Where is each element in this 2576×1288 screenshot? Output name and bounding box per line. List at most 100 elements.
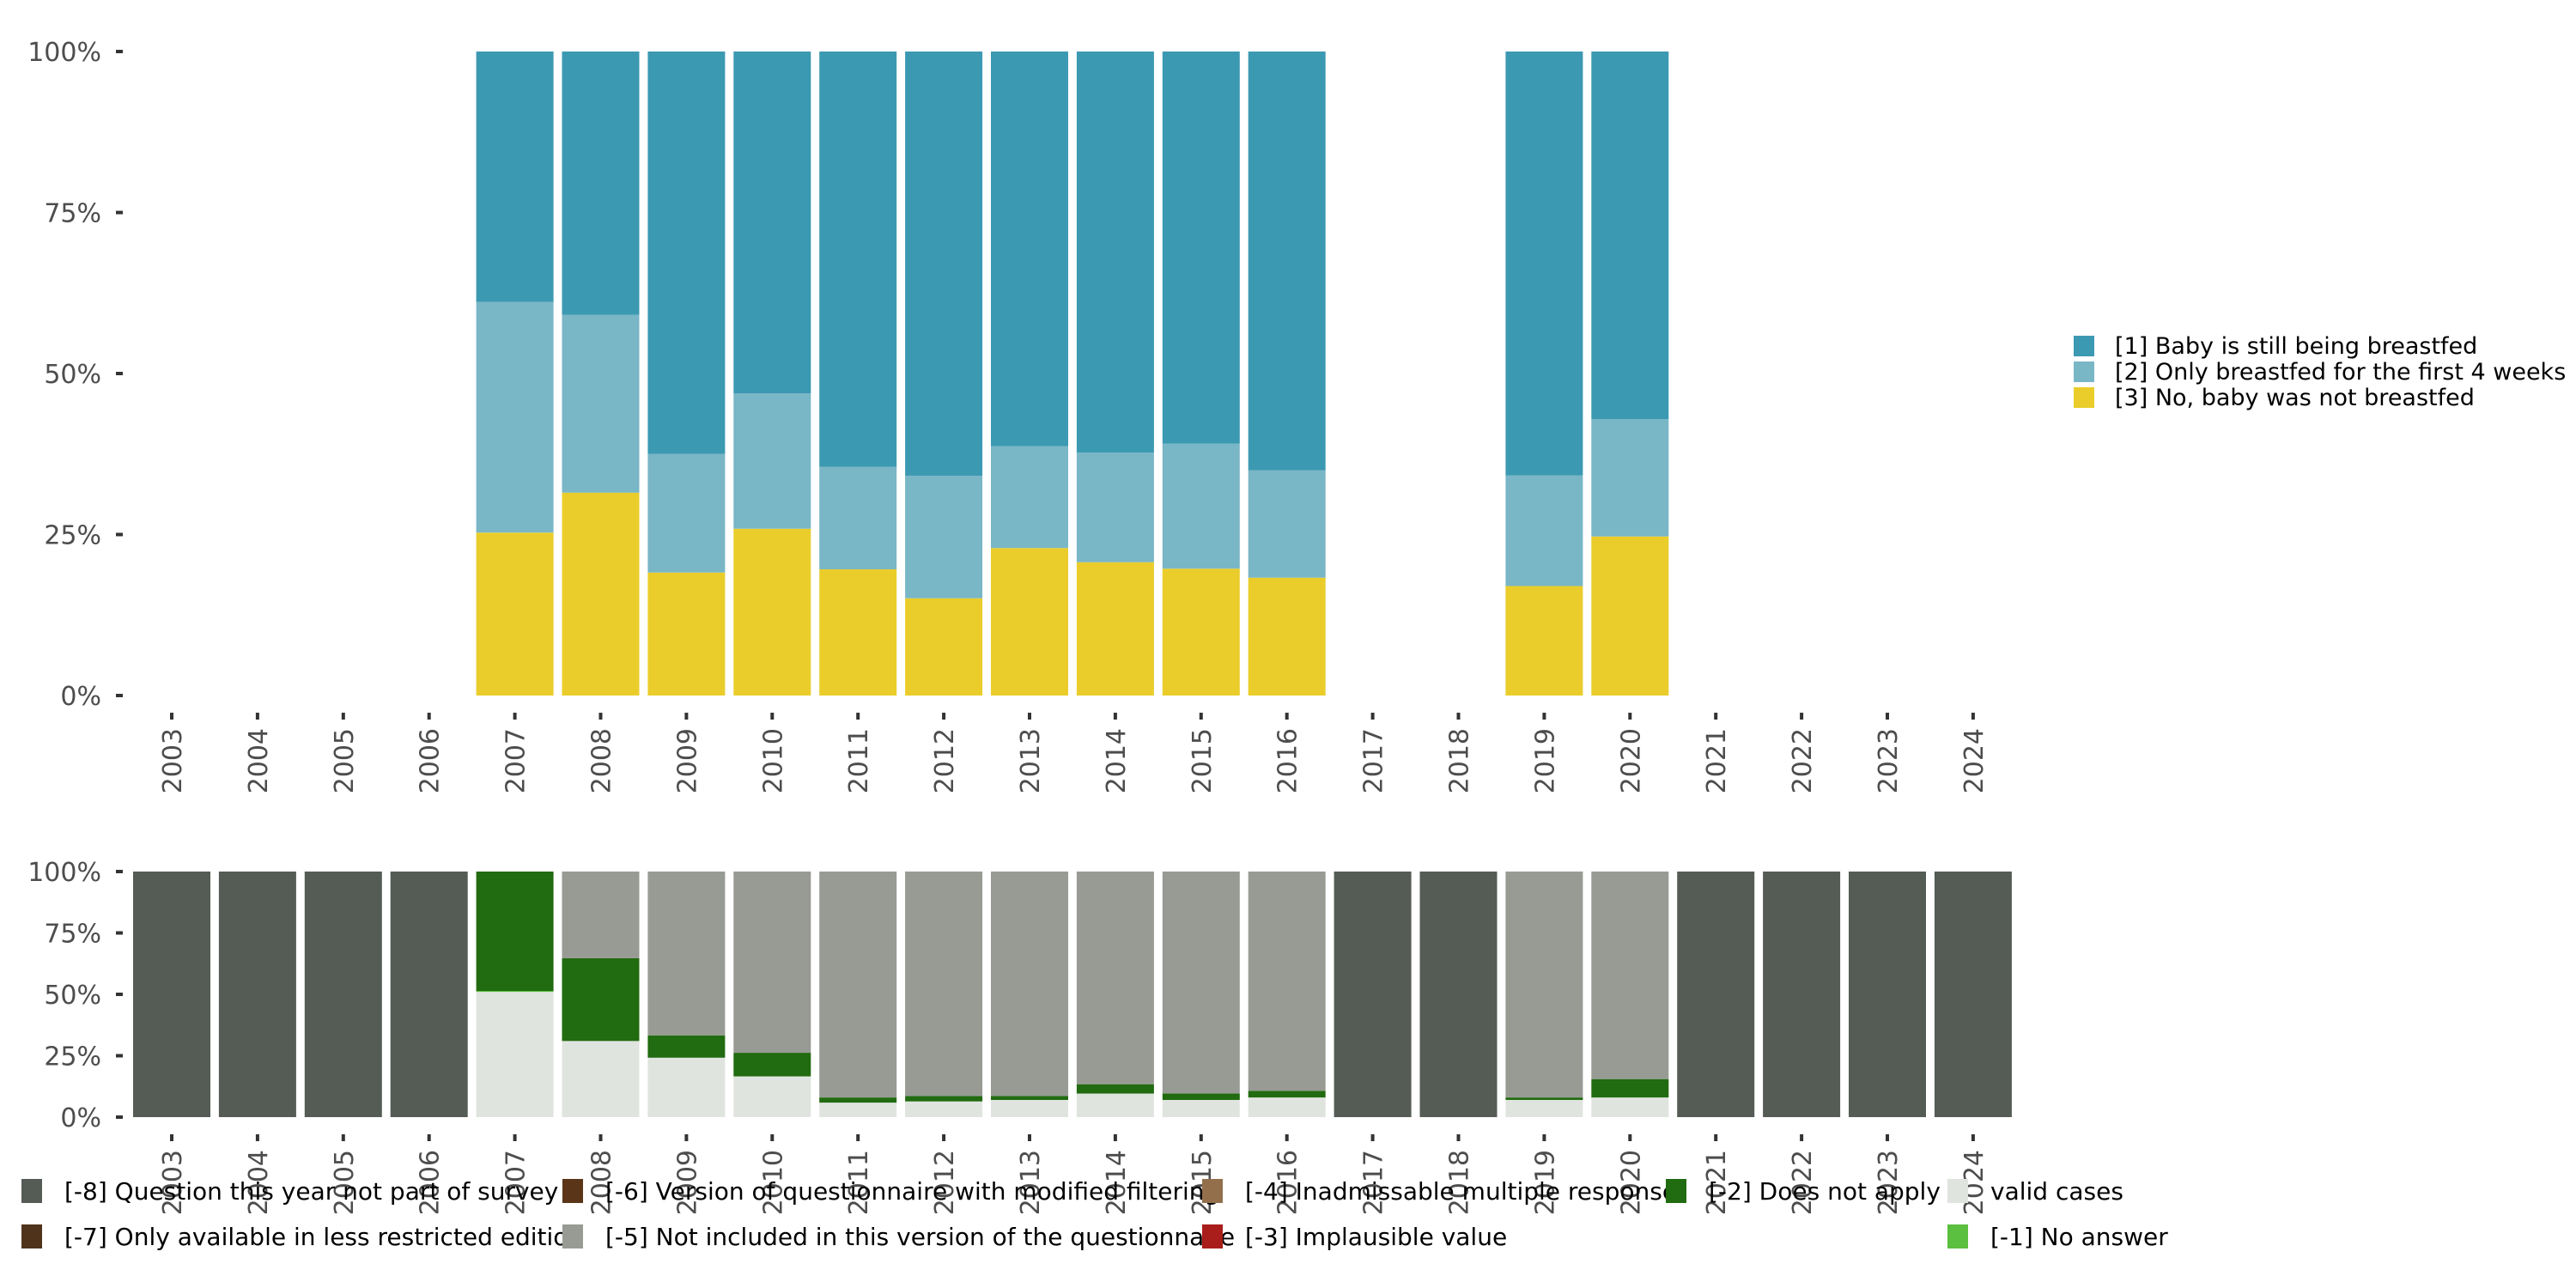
bar-2013-5-not-included-in-this-version-of-the-questionnaire [991, 872, 1068, 1097]
bar-2010-1-baby-is-still-being-breastfed [733, 52, 811, 394]
bar-2010-2-does-not-apply [733, 1053, 811, 1077]
legend-label: [1] Baby is still being breastfed [2115, 333, 2477, 360]
bar-2015-valid-cases [1162, 1099, 1240, 1117]
x-tick-label: 2008 [587, 1150, 617, 1215]
bar-2008-2-does-not-apply [562, 957, 640, 1042]
x-tick-label: 2008 [587, 728, 617, 793]
bar-2007-1-no-answer [476, 990, 554, 993]
top-chart: 0% 25% 50% 75% 100% 2003 2004 2005 2006 2007 2008 2… [27, 38, 1990, 793]
x-tick-label: 2021 [1702, 728, 1732, 793]
x-tick-label: 2006 [416, 728, 446, 793]
y-tick-label: 25% [44, 521, 101, 551]
bar-2009-2-does-not-apply [647, 1035, 726, 1058]
legend-swatch [1666, 1179, 1686, 1203]
bar-2014-2-only-breastfed-for-the-first-4-weeks [1076, 453, 1154, 562]
bottom-chart: 0% 25% 50% 75% 100% 2003 2004 2005 2006 2007 2008 2… [27, 858, 2012, 1215]
y-tick-label: 0% [60, 1103, 101, 1133]
x-tick-label: 2004 [244, 1150, 274, 1215]
x-tick-label: 2003 [158, 1150, 188, 1215]
bar-2013-2-only-breastfed-for-the-first-4-weeks [991, 446, 1068, 549]
bar-2008-3-no-baby-was-not-breastfed [562, 492, 640, 696]
legend-label: [-8] Question this year not part of surv… [64, 1177, 558, 1206]
bar-2010-valid-cases [733, 1076, 811, 1117]
x-tick-label: 2019 [1530, 728, 1560, 793]
x-tick-label: 2019 [1530, 1150, 1560, 1215]
x-tick-label: 2005 [330, 728, 360, 793]
x-tick-label: 2007 [501, 1150, 532, 1215]
bar-2019-2-only-breastfed-for-the-first-4-weeks [1505, 475, 1583, 586]
x-tick-label: 2011 [844, 728, 874, 793]
bar-2009-5-not-included-in-this-version-of-the-questionnaire [647, 872, 726, 1036]
bar-2011-valid-cases [819, 1103, 897, 1117]
bar-2021-8-question-this-year-not-part-of-survey [1677, 872, 1755, 1117]
bar-2006-8-question-this-year-not-part-of-survey [390, 872, 468, 1117]
legend-swatch [2074, 361, 2094, 382]
bar-2009-valid-cases [647, 1057, 726, 1117]
x-tick-label: 2023 [1874, 1150, 1904, 1215]
legend-label: [-2] Does not apply [1709, 1177, 1941, 1206]
y-tick-label: 25% [44, 1042, 101, 1072]
bar-2011-1-baby-is-still-being-breastfed [819, 52, 897, 467]
x-tick-label: 2012 [930, 728, 960, 793]
x-tick-label: 2007 [501, 728, 532, 793]
legend-swatch [1202, 1179, 1223, 1203]
legend-label: [2] Only breastfed for the first 4 weeks [2115, 359, 2566, 386]
legend-label: [-7] Only available in less restricted e… [64, 1223, 583, 1251]
x-tick-label: 2017 [1359, 728, 1389, 793]
y-tick-label: 75% [44, 199, 101, 229]
bar-2011-3-no-baby-was-not-breastfed [819, 569, 897, 696]
bar-2008-1-baby-is-still-being-breastfed [562, 52, 640, 315]
bar-2015-2-only-breastfed-for-the-first-4-weeks [1162, 443, 1240, 569]
bar-2007-3-no-baby-was-not-breastfed [476, 532, 554, 696]
legend-swatch [1202, 1224, 1223, 1249]
bar-2004-8-question-this-year-not-part-of-survey [218, 872, 296, 1117]
bar-2009-2-only-breastfed-for-the-first-4-weeks [647, 453, 726, 573]
legend-swatch [2074, 336, 2094, 356]
legend-label: [3] No, baby was not breastfed [2115, 385, 2475, 411]
legend-swatch [21, 1179, 42, 1203]
bar-2010-5-not-included-in-this-version-of-the-questionnaire [733, 872, 811, 1054]
legend-label: [-6] Version of questionnaire with modif… [605, 1177, 1219, 1206]
x-tick-label: 2016 [1273, 1150, 1303, 1215]
bar-2007-valid-cases [476, 992, 554, 1117]
x-tick-label: 2013 [1016, 728, 1046, 793]
bar-2013-2-does-not-apply [991, 1096, 1068, 1100]
x-tick-label: 2005 [330, 1150, 360, 1215]
y-tick-label: 75% [44, 920, 101, 950]
bar-2016-5-not-included-in-this-version-of-the-questionnaire [1248, 872, 1326, 1091]
bar-2020-valid-cases [1591, 1097, 1669, 1117]
x-tick-label: 2003 [158, 728, 188, 793]
x-tick-label: 2006 [416, 1150, 446, 1215]
bar-2013-valid-cases [991, 1099, 1068, 1117]
bar-2011-2-does-not-apply [819, 1097, 897, 1103]
bar-2012-2-only-breastfed-for-the-first-4-weeks [905, 476, 983, 598]
legend-swatch [2074, 387, 2094, 408]
bar-2015-1-baby-is-still-being-breastfed [1162, 52, 1240, 444]
top-legend: [1] Baby is still being breastfed[2] Onl… [2074, 333, 2566, 411]
bar-2024-8-question-this-year-not-part-of-survey [1934, 872, 2012, 1117]
bar-2018-8-question-this-year-not-part-of-survey [1419, 872, 1498, 1117]
bar-2008-valid-cases [562, 1041, 640, 1117]
bar-2014-valid-cases [1076, 1093, 1154, 1117]
bar-2003-8-question-this-year-not-part-of-survey [133, 872, 210, 1117]
bar-2020-2-only-breastfed-for-the-first-4-weeks [1591, 419, 1669, 537]
bar-2019-5-not-included-in-this-version-of-the-questionnaire [1505, 872, 1583, 1098]
bar-2019-1-baby-is-still-being-breastfed [1505, 52, 1583, 476]
x-tick-label: 2022 [1788, 728, 1818, 793]
bar-2014-5-not-included-in-this-version-of-the-questionnaire [1076, 872, 1154, 1084]
bar-2020-2-does-not-apply [1591, 1078, 1669, 1098]
bar-2007-1-baby-is-still-being-breastfed [476, 52, 554, 302]
bar-2012-valid-cases [905, 1101, 983, 1117]
x-tick-label: 2018 [1445, 728, 1475, 793]
bar-2009-3-no-baby-was-not-breastfed [647, 572, 726, 696]
x-tick-label: 2017 [1359, 1150, 1389, 1215]
x-tick-label: 2013 [1016, 1150, 1046, 1215]
bar-2012-1-baby-is-still-being-breastfed [905, 52, 983, 477]
bar-2023-8-question-this-year-not-part-of-survey [1849, 872, 1926, 1117]
bar-2019-2-does-not-apply [1505, 1097, 1583, 1100]
x-tick-label: 2010 [758, 728, 788, 793]
x-tick-label: 2009 [672, 728, 702, 793]
bar-2011-2-only-breastfed-for-the-first-4-weeks [819, 466, 897, 569]
bar-2007-2-only-breastfed-for-the-first-4-weeks [476, 301, 554, 533]
y-tick-label: 100% [27, 38, 101, 68]
